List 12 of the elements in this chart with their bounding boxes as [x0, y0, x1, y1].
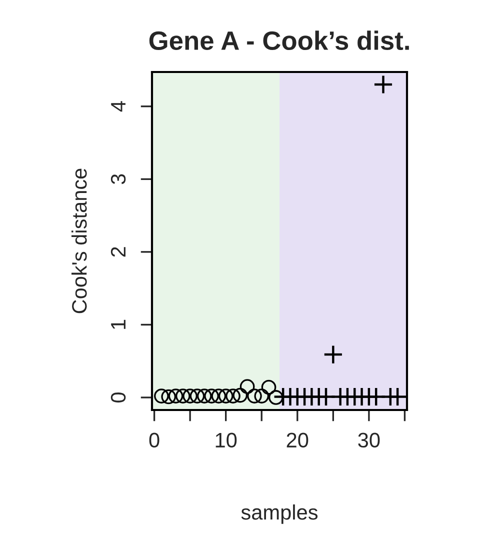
x-tick-label: 20 [286, 432, 308, 448]
y-tick-label: 2 [110, 247, 126, 257]
y-tick-label: 1 [111, 320, 126, 329]
x-tick-label: 10 [216, 432, 237, 448]
y-axis-title: Cook's distance [71, 168, 87, 314]
x-tick-label: 30 [358, 432, 380, 448]
chart-title: Gene A - Cook’s dist. [149, 30, 409, 50]
x-axis-title: samples [241, 504, 318, 524]
y-tick-label: 4 [111, 101, 126, 112]
x-tick-label: 0 [149, 432, 160, 448]
y-tick-label: 3 [110, 174, 126, 184]
y-tick-label: 0 [110, 392, 126, 402]
